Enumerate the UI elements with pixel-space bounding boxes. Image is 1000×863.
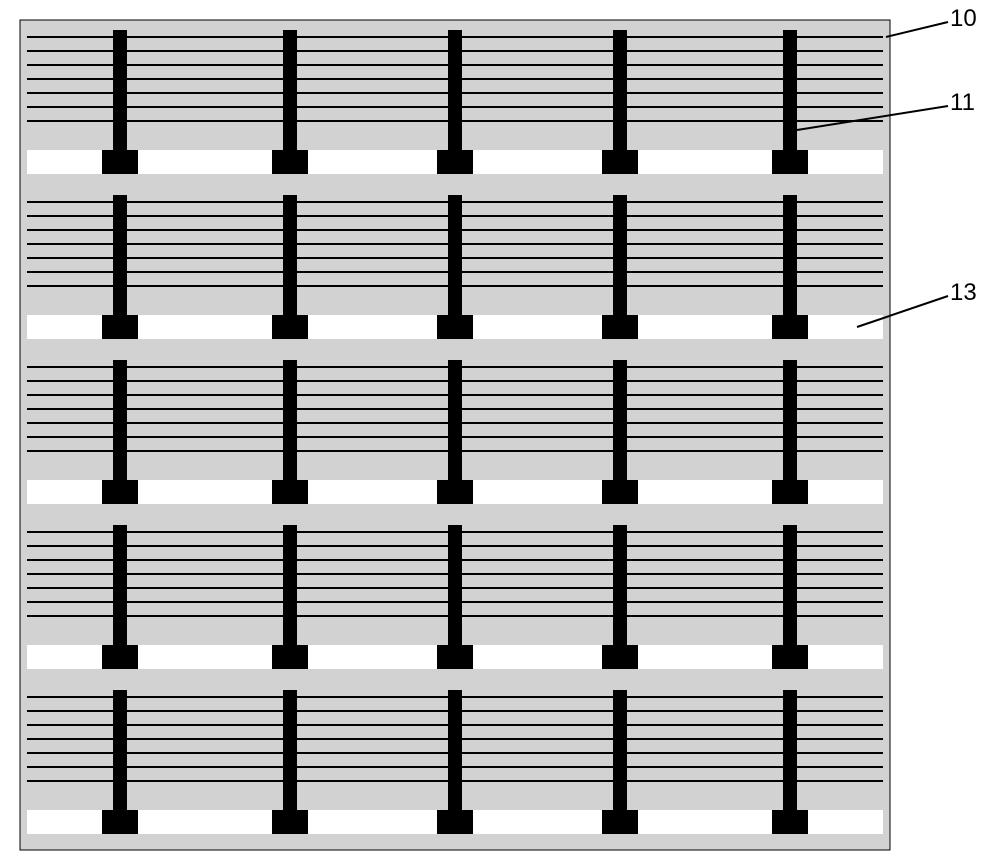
contact-pad (272, 480, 308, 504)
contact-pad (772, 645, 808, 669)
contact-pad (437, 315, 473, 339)
contact-pad (602, 150, 638, 174)
callout-label-13: 13 (950, 279, 977, 306)
contact-pad (102, 645, 138, 669)
contact-pad (102, 150, 138, 174)
contact-pad (272, 315, 308, 339)
contact-pad (102, 480, 138, 504)
schematic-svg: 10 11 13 (0, 0, 1000, 863)
vertical-bar (783, 30, 797, 150)
contact-pad (437, 480, 473, 504)
contact-pad (772, 315, 808, 339)
vertical-bar (283, 525, 297, 645)
contact-pad (602, 810, 638, 834)
contact-pad (437, 150, 473, 174)
vertical-bar (613, 690, 627, 810)
vertical-bar (448, 195, 462, 315)
vertical-bar (448, 30, 462, 150)
contact-pad (772, 150, 808, 174)
contact-pad (772, 810, 808, 834)
vertical-bar (113, 30, 127, 150)
vertical-bar (613, 195, 627, 315)
vertical-bar (448, 525, 462, 645)
vertical-bar (113, 525, 127, 645)
vertical-bar (613, 525, 627, 645)
contact-pad (272, 810, 308, 834)
vertical-bar (283, 690, 297, 810)
callout-label-11: 11 (950, 89, 975, 116)
contact-pad (602, 315, 638, 339)
vertical-bar (283, 195, 297, 315)
vertical-bar (613, 30, 627, 150)
vertical-bar (283, 30, 297, 150)
vertical-bar (783, 525, 797, 645)
vertical-bar (283, 360, 297, 480)
contact-pad (772, 480, 808, 504)
vertical-bar (783, 690, 797, 810)
contact-pad (602, 480, 638, 504)
vertical-bar (113, 690, 127, 810)
contact-pad (102, 315, 138, 339)
vertical-bar (448, 360, 462, 480)
vertical-bar (783, 195, 797, 315)
vertical-bar (613, 360, 627, 480)
callout-line-10 (886, 22, 948, 37)
vertical-bar (113, 195, 127, 315)
contact-pad (272, 645, 308, 669)
diagram-container: 10 11 13 (0, 0, 1000, 863)
contact-pad (272, 150, 308, 174)
contact-pad (102, 810, 138, 834)
contact-pad (602, 645, 638, 669)
vertical-bar (448, 690, 462, 810)
contact-pad (437, 645, 473, 669)
contact-pad (437, 810, 473, 834)
vertical-bar (783, 360, 797, 480)
callout-label-10: 10 (950, 5, 977, 32)
vertical-bar (113, 360, 127, 480)
